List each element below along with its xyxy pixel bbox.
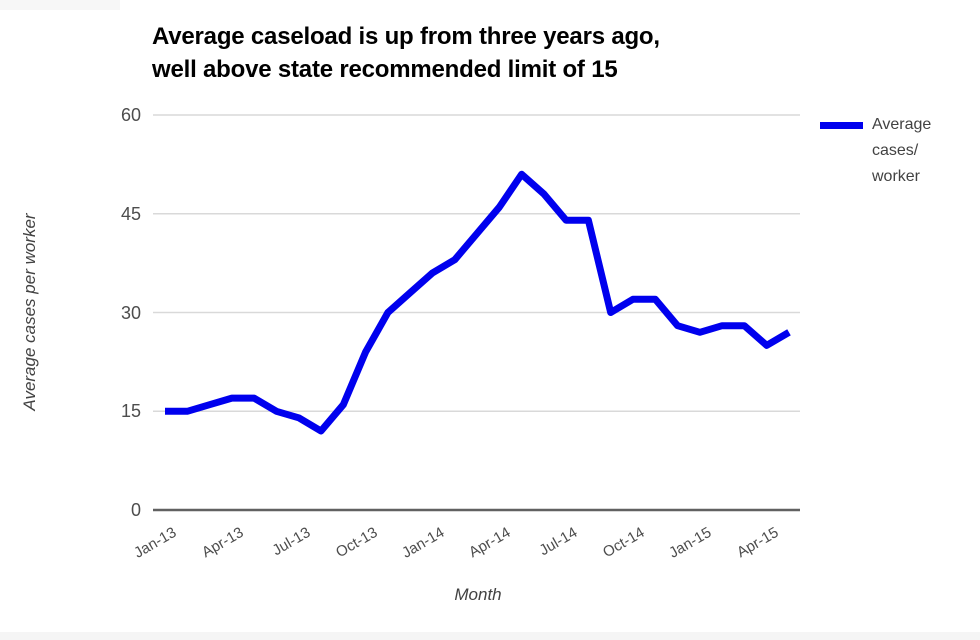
legend-label: Average cases/ worker — [872, 112, 931, 190]
legend-label-line3: worker — [872, 168, 921, 185]
chart-title-line1: Average caseload is up from three years … — [152, 23, 660, 50]
series-line-average-cases-per-worker — [165, 170, 791, 435]
legend-label-line2: cases/ — [872, 142, 919, 159]
legend-line-swatch — [820, 122, 863, 129]
bottom-page-strip — [0, 632, 980, 640]
screen-edge-artifact — [0, 0, 120, 10]
y-tick-label-15: 15 — [120, 401, 141, 422]
chart-title: Average caseload is up from three years … — [152, 20, 660, 86]
y-tick-label-0: 0 — [130, 500, 141, 520]
x-axis-title: Month — [454, 585, 502, 604]
y-tick-label-45: 45 — [120, 203, 141, 224]
y-tick-label-60: 60 — [120, 105, 141, 125]
y-tick-label-30: 30 — [120, 302, 141, 323]
y-axis-title: Average cases per worker — [20, 213, 39, 411]
legend-label-line1: Average — [872, 116, 932, 133]
chart-title-line2: well above state recommended limit of 15 — [152, 56, 618, 83]
